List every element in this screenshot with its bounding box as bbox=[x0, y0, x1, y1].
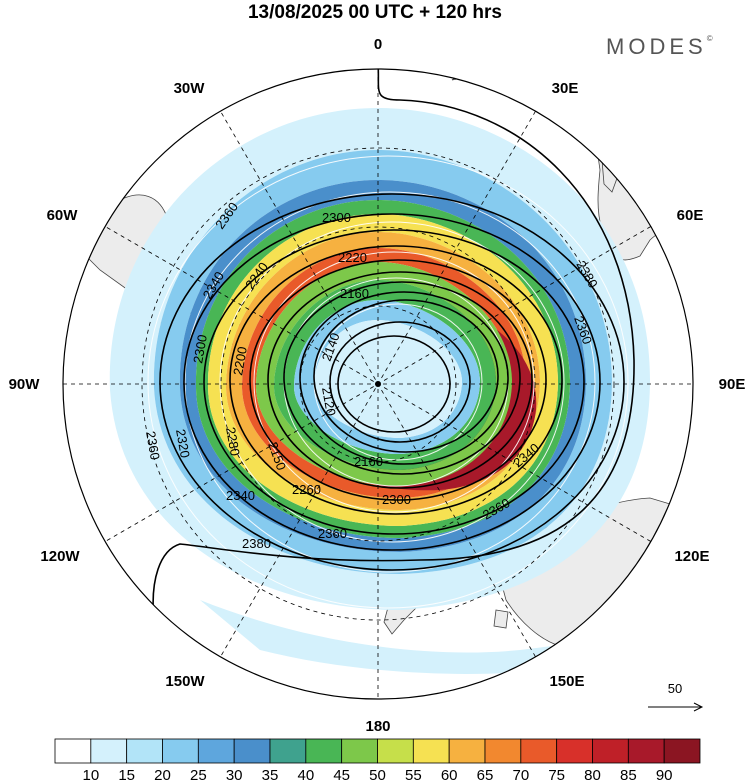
lon-label-120w: 120W bbox=[40, 548, 80, 565]
latitude-circle bbox=[141, 147, 615, 621]
lon-label-90e: 90E bbox=[719, 376, 746, 393]
contour-label: 2380 bbox=[242, 536, 271, 551]
contour-label: 2220 bbox=[338, 250, 367, 265]
colorbar-tick-label: 10 bbox=[82, 767, 99, 782]
contour-label: 2360 bbox=[318, 526, 347, 541]
colorbar-swatch bbox=[377, 738, 414, 764]
colorbar-swatch bbox=[663, 738, 701, 764]
lon-label-0: 0 bbox=[374, 36, 382, 53]
logo-text: MODES bbox=[606, 34, 707, 59]
contour-2240 bbox=[283, 281, 521, 475]
colorbar-swatch bbox=[305, 738, 343, 764]
contour-label: 2280 bbox=[223, 426, 243, 457]
colorbar-swatch bbox=[90, 738, 128, 764]
colorbar-swatch bbox=[197, 738, 235, 764]
contour-label: 2160 bbox=[354, 454, 383, 469]
contour-label: 2200 bbox=[230, 345, 250, 376]
colorbar-tick-label: 30 bbox=[226, 767, 243, 782]
map-boundary bbox=[62, 68, 694, 700]
contour-label: 2360 bbox=[143, 430, 163, 461]
colorbar-tick-label: 55 bbox=[405, 767, 422, 782]
wind-streamline bbox=[147, 155, 629, 609]
contour-2300 bbox=[229, 245, 563, 515]
arrow-head bbox=[693, 702, 704, 712]
contour-2260 bbox=[267, 271, 533, 489]
lon-label-60e: 60E bbox=[677, 207, 704, 224]
lon-label-90w: 90W bbox=[9, 376, 41, 393]
south-pole-marker bbox=[375, 381, 381, 387]
colorbar: 10 15 20 25 30 35 40 45 50 55 60 65 70 75 80 85 90 bbox=[54, 738, 701, 782]
colorbar-tick-label: 35 bbox=[262, 767, 279, 782]
colorbar-swatch bbox=[520, 738, 558, 764]
contour-label: 2160 bbox=[340, 286, 369, 301]
colorbar-swatch bbox=[627, 738, 665, 764]
shade-tasman-jet bbox=[200, 600, 620, 674]
shade-inner-15 bbox=[314, 320, 462, 438]
colorbar-swatch bbox=[448, 738, 486, 764]
contour-label: 2300 bbox=[322, 210, 351, 225]
colorbar-tick-label: 85 bbox=[620, 767, 637, 782]
colorbar-tick-label: 80 bbox=[584, 767, 601, 782]
contour-label: 2320 bbox=[173, 428, 193, 459]
colorbar-tick-label: 75 bbox=[548, 767, 565, 782]
longitude-labels: 0 30E 60E 90E 120E 150E 180 150W 120W 90… bbox=[9, 36, 746, 735]
contour-2380 bbox=[152, 69, 635, 621]
colorbar-swatch bbox=[341, 738, 378, 764]
colorbar-tick-label: 65 bbox=[477, 767, 494, 782]
colorbar-swatch bbox=[54, 738, 92, 764]
tasmania bbox=[493, 609, 509, 629]
colorbar-swatch bbox=[126, 738, 163, 764]
map-disk bbox=[69, 69, 691, 674]
colorbar-tick-label: 60 bbox=[441, 767, 458, 782]
colorbar-tick-label: 20 bbox=[154, 767, 171, 782]
colorbar-swatch bbox=[412, 738, 450, 764]
lon-label-120e: 120E bbox=[674, 548, 709, 565]
contour-2200 bbox=[313, 299, 499, 453]
colorbar-tick-label: 40 bbox=[297, 767, 314, 782]
contour-label: 2340 bbox=[226, 488, 255, 503]
reference-vector: 50 bbox=[648, 681, 704, 712]
colorbar-swatch bbox=[556, 738, 593, 764]
wind-speed-shading bbox=[109, 108, 651, 674]
contour-label: 2300 bbox=[190, 333, 210, 364]
wind-streamline bbox=[253, 251, 535, 513]
contour-2280 bbox=[249, 259, 547, 501]
contour-2320 bbox=[203, 229, 585, 535]
colorbar-swatch bbox=[162, 738, 199, 764]
contour-label: 2260 bbox=[292, 482, 321, 497]
colorbar-tick-label: 25 bbox=[190, 767, 207, 782]
wind-streamline bbox=[184, 191, 596, 573]
colorbar-tick-label: 50 bbox=[369, 767, 386, 782]
contour-2360 bbox=[159, 193, 625, 571]
colorbar-tick-label: 45 bbox=[333, 767, 350, 782]
colorbar-tick-label: 70 bbox=[512, 767, 529, 782]
colorbar-swatch bbox=[233, 738, 271, 764]
lon-label-60w: 60W bbox=[47, 207, 79, 224]
colorbar-tick-label: 90 bbox=[656, 767, 673, 782]
wind-streamline bbox=[219, 221, 565, 543]
lon-label-150e: 150E bbox=[549, 673, 584, 690]
colorbar-swatch bbox=[592, 738, 629, 764]
lon-label-30w: 30W bbox=[174, 80, 206, 97]
colorbar-swatch bbox=[269, 738, 307, 764]
reference-vector-label: 50 bbox=[668, 681, 682, 696]
wind-vectors bbox=[147, 155, 629, 609]
colorbar-tick-label: 15 bbox=[118, 767, 135, 782]
copyright-mark: © bbox=[706, 34, 713, 43]
lon-label-150w: 150W bbox=[165, 673, 205, 690]
contour-2340 bbox=[183, 213, 601, 551]
contour-label: 2120 bbox=[319, 386, 339, 417]
modes-logo: MODES© bbox=[606, 34, 713, 60]
lon-label-30e: 30E bbox=[552, 80, 579, 97]
contour-2160 bbox=[329, 321, 471, 443]
lon-label-180: 180 bbox=[365, 718, 390, 735]
map-title: 13/08/2025 00 UTC + 120 hrs bbox=[247, 2, 503, 23]
colorbar-swatch bbox=[484, 738, 522, 764]
contour-label: 2300 bbox=[382, 492, 411, 507]
